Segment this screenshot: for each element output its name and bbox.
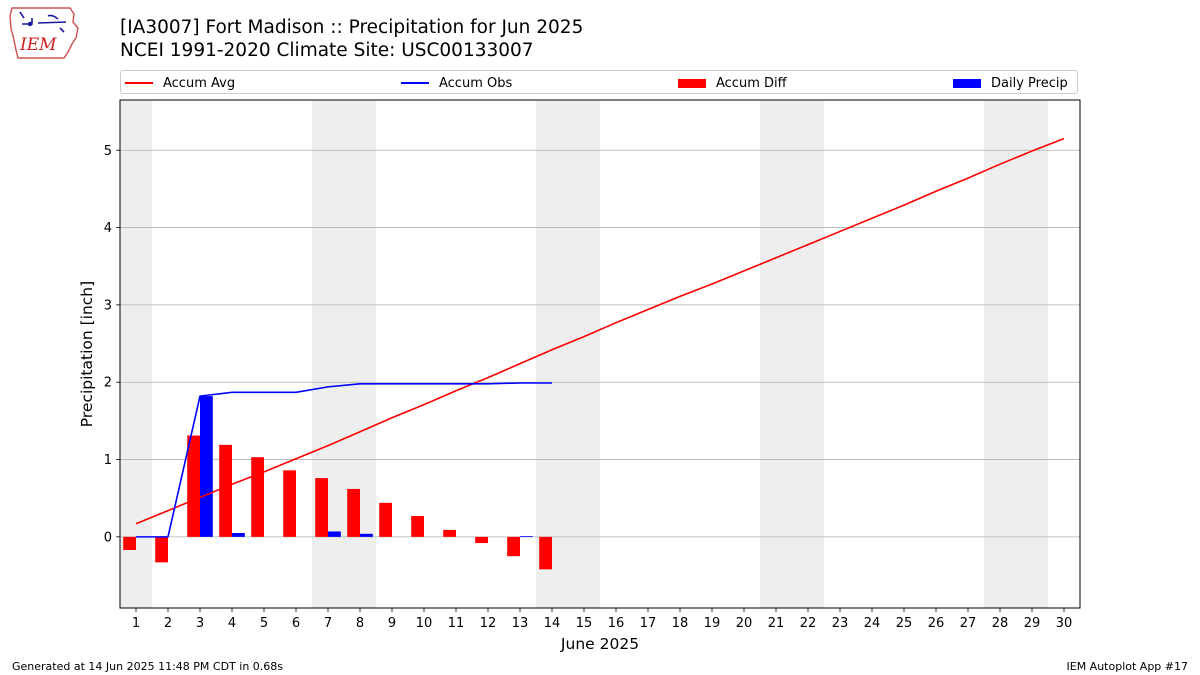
weekend-shade-day-21: [760, 100, 792, 608]
x-tick-label-11: 11: [448, 616, 465, 631]
bar-accum-diff-day-3: [187, 435, 200, 537]
x-tick-label-8: 8: [356, 616, 364, 631]
weekend-shade-day-22: [792, 100, 824, 608]
x-tick-label-15: 15: [576, 616, 593, 631]
line-accum-avg: [135, 137, 1065, 525]
bar-accum-diff-day-8: [347, 488, 360, 537]
x-tick-label-10: 10: [416, 616, 433, 631]
x-tick-label-4: 4: [228, 616, 236, 631]
x-tick-label-13: 13: [512, 616, 529, 631]
x-tick-label-30: 30: [1056, 616, 1073, 631]
y-tick-label-0: 0: [104, 530, 112, 545]
bar-accum-diff-day-12: [475, 536, 488, 544]
line-accum-obs: [136, 382, 552, 538]
bar-accum-diff-day-1: [123, 536, 136, 551]
x-tick-label-22: 22: [800, 616, 817, 631]
iowa-state-outline: [9, 7, 79, 59]
x-tick-label-5: 5: [260, 616, 268, 631]
x-tick-label-23: 23: [832, 616, 849, 631]
bar-daily-precip-day-7: [328, 531, 341, 537]
footer-app: IEM Autoplot App #17: [1066, 660, 1189, 673]
legend-label-accum-avg: Accum Avg: [163, 75, 236, 91]
x-tick-label-29: 29: [1024, 616, 1041, 631]
legend-swatch-accum-avg: [125, 82, 153, 84]
y-tick-label-5: 5: [104, 144, 112, 159]
x-tick-label-14: 14: [544, 616, 561, 631]
x-tick-label-27: 27: [960, 616, 977, 631]
y-tick-label-3: 3: [104, 298, 112, 313]
x-tick-label-3: 3: [196, 616, 204, 631]
chart-subtitle: NCEI 1991-2020 Climate Site: USC00133007: [120, 40, 534, 61]
x-tick-label-24: 24: [864, 616, 881, 631]
weekend-shade-day-28: [984, 100, 1016, 608]
bar-accum-diff-day-2: [155, 536, 168, 563]
bar-daily-precip-day-13: [520, 536, 533, 537]
y-tick-label-1: 1: [104, 453, 112, 468]
bar-daily-precip-day-3: [200, 396, 213, 537]
x-tick-label-19: 19: [704, 616, 721, 631]
weekend-shade-day-1: [120, 100, 152, 608]
legend-item-daily-precip: Daily Precip: [953, 74, 1068, 92]
chart-legend: Accum Avg Accum Obs Accum Diff Daily Pre…: [120, 70, 1078, 94]
bar-accum-diff-day-14: [539, 536, 552, 570]
x-tick-label-2: 2: [164, 616, 172, 631]
weekend-shade-day-15: [568, 100, 600, 608]
x-tick-label-28: 28: [992, 616, 1009, 631]
y-tick-label-4: 4: [104, 221, 112, 236]
x-tick-label-12: 12: [480, 616, 497, 631]
legend-swatch-daily-precip: [953, 78, 981, 88]
x-tick-label-18: 18: [672, 616, 689, 631]
chart-title: [IA3007] Fort Madison :: Precipitation f…: [120, 17, 584, 38]
legend-label-accum-obs: Accum Obs: [439, 75, 513, 91]
legend-item-accum-diff: Accum Diff: [678, 74, 787, 92]
x-tick-label-7: 7: [324, 616, 332, 631]
legend-swatch-accum-obs: [401, 82, 429, 84]
bar-daily-precip-day-8: [360, 533, 373, 537]
x-tick-label-6: 6: [292, 616, 300, 631]
legend-label-accum-diff: Accum Diff: [716, 75, 787, 91]
bar-accum-diff-day-13: [507, 536, 520, 557]
bar-accum-diff-day-7: [315, 478, 328, 537]
y-axis-label: Precipitation [inch]: [78, 281, 96, 427]
logo-text: IEM: [19, 35, 57, 55]
x-tick-label-21: 21: [768, 616, 785, 631]
legend-label-daily-precip: Daily Precip: [991, 75, 1068, 91]
bar-accum-diff-day-6: [283, 470, 296, 537]
footer-generated: Generated at 14 Jun 2025 11:48 PM CDT in…: [12, 660, 284, 673]
x-tick-label-17: 17: [640, 616, 657, 631]
x-tick-label-9: 9: [388, 616, 396, 631]
bar-accum-diff-day-4: [219, 444, 232, 537]
legend-item-accum-obs: Accum Obs: [401, 74, 512, 92]
bar-daily-precip-day-4: [232, 532, 245, 537]
legend-swatch-accum-diff: [678, 78, 706, 88]
plot-frame: [119, 99, 1081, 609]
weekend-shade-day-29: [1016, 100, 1048, 608]
legend-item-accum-avg: Accum Avg: [125, 74, 235, 92]
iem-logo: IEM: [9, 7, 79, 59]
x-tick-label-1: 1: [132, 616, 140, 631]
x-axis-label: June 2025: [560, 635, 639, 653]
station-dot-icon: [27, 21, 33, 27]
bar-accum-diff-day-9: [379, 502, 392, 537]
bar-accum-diff-day-10: [411, 515, 424, 537]
x-tick-label-26: 26: [928, 616, 945, 631]
x-tick-label-20: 20: [736, 616, 753, 631]
bar-accum-diff-day-5: [251, 457, 264, 537]
bar-accum-diff-day-11: [443, 529, 456, 537]
x-tick-label-25: 25: [896, 616, 913, 631]
x-tick-label-16: 16: [608, 616, 625, 631]
y-tick-label-2: 2: [104, 376, 112, 391]
